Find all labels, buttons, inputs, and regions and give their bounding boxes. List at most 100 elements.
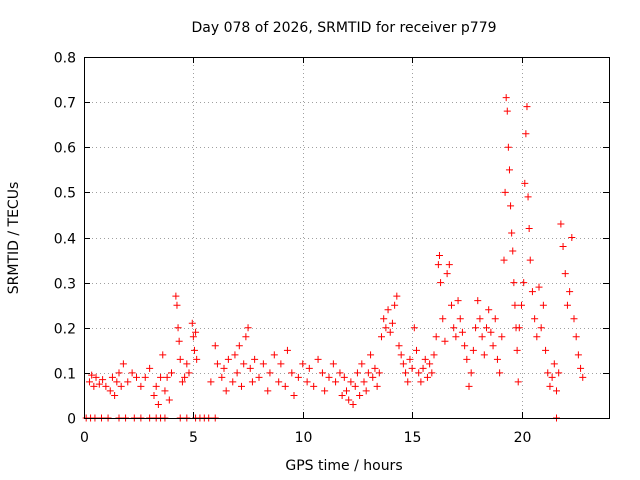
data-point <box>508 229 516 237</box>
data-point <box>395 342 403 350</box>
data-point <box>270 351 278 359</box>
data-point <box>193 355 201 363</box>
data-point <box>559 243 567 251</box>
data-point <box>231 351 239 359</box>
data-point <box>240 360 248 368</box>
data-point <box>505 166 513 174</box>
data-point <box>281 382 289 390</box>
data-point <box>525 224 533 232</box>
y-tick-label: 0.6 <box>54 141 76 157</box>
data-point <box>371 364 379 372</box>
data-point <box>375 369 383 377</box>
data-point <box>88 371 96 379</box>
data-point <box>90 382 98 390</box>
data-point <box>360 378 368 386</box>
data-point <box>113 378 121 386</box>
data-point <box>133 373 140 381</box>
data-point <box>539 301 547 309</box>
data-point <box>391 301 399 309</box>
chart-title: Day 078 of 2026, SRMTID for receiver p77… <box>191 20 496 36</box>
data-point <box>515 324 523 332</box>
data-point <box>321 387 329 395</box>
data-point <box>467 369 475 377</box>
data-point <box>561 270 569 278</box>
data-point <box>485 306 493 314</box>
data-point <box>218 373 226 381</box>
data-point <box>419 364 427 372</box>
data-point <box>555 369 563 377</box>
data-point <box>480 351 488 359</box>
data-point <box>522 130 530 138</box>
data-point <box>393 292 401 300</box>
data-point <box>310 382 318 390</box>
data-point <box>388 319 396 327</box>
data-point <box>382 324 390 332</box>
data-point <box>520 279 528 287</box>
data-point <box>154 400 162 408</box>
data-point <box>224 355 232 363</box>
data-point <box>531 315 539 323</box>
grid-lines <box>84 57 609 418</box>
data-point <box>510 279 518 287</box>
data-point <box>299 360 307 368</box>
data-point <box>152 382 160 390</box>
data-point <box>264 387 272 395</box>
data-point <box>572 333 580 341</box>
data-point <box>386 328 394 336</box>
data-point <box>173 301 181 309</box>
data-point <box>102 382 110 390</box>
data-point <box>99 376 107 384</box>
data-point <box>439 315 447 323</box>
data-point <box>347 378 355 386</box>
y-tick-label: 0.7 <box>54 96 76 112</box>
data-point <box>441 337 449 345</box>
data-point <box>349 400 357 408</box>
y-tick-label: 0.4 <box>54 232 76 248</box>
data-point <box>259 360 267 368</box>
data-point <box>445 261 453 269</box>
data-point <box>161 387 169 395</box>
x-tick-label: 15 <box>404 430 422 446</box>
data-point <box>406 355 414 363</box>
data-point <box>314 355 322 363</box>
data-point <box>579 373 587 381</box>
x-tick-label: 10 <box>295 430 313 446</box>
data-point <box>185 369 193 377</box>
data-point <box>454 297 462 305</box>
data-point <box>546 382 554 390</box>
data-point <box>511 301 519 309</box>
axes: 0 0.1 0.2 0.3 0.4 0.5 0.6 0.7 0.8 0 5 10 15 20 <box>54 51 609 446</box>
data-point <box>373 382 381 390</box>
data-point <box>364 369 372 377</box>
data-point <box>474 297 482 305</box>
data-point <box>165 396 173 404</box>
y-tick-label: 0.1 <box>54 367 76 383</box>
data-point <box>566 288 574 296</box>
data-point <box>137 382 145 390</box>
data-point <box>550 360 558 368</box>
data-point <box>428 369 436 377</box>
data-point <box>458 328 466 336</box>
data-point <box>343 387 350 395</box>
data-point <box>189 333 197 341</box>
y-tick-label: 0.3 <box>54 277 76 293</box>
y-tick-label: 0.8 <box>54 51 76 67</box>
data-point <box>246 364 254 372</box>
x-tick-label: 5 <box>189 430 198 446</box>
data-point <box>106 387 114 395</box>
data-point <box>423 373 431 381</box>
data-point <box>533 333 541 341</box>
data-point <box>157 373 165 381</box>
data-point <box>266 369 274 377</box>
data-point <box>501 188 509 196</box>
data-point <box>174 324 182 332</box>
data-point <box>235 342 243 350</box>
data-point <box>338 391 346 399</box>
data-point <box>329 360 337 368</box>
data-point <box>500 256 508 264</box>
data-point <box>175 337 183 345</box>
data-point <box>437 279 445 287</box>
data-point <box>408 364 416 372</box>
data-point <box>410 324 418 332</box>
data-point <box>426 360 434 368</box>
